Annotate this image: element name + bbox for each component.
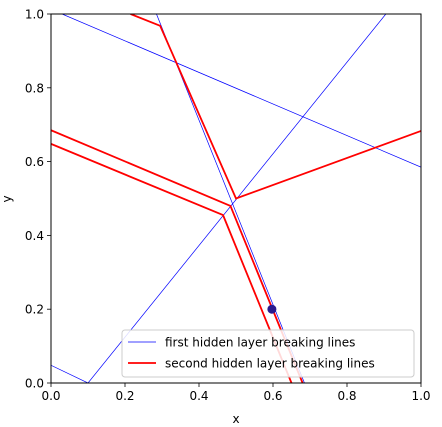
marker-point-0 bbox=[267, 304, 277, 314]
series-0-line-0 bbox=[61, 14, 421, 168]
x-tick-label: 0.4 bbox=[189, 389, 208, 403]
axes-frame bbox=[50, 13, 422, 384]
legend: first hidden layer breaking lines second… bbox=[121, 329, 415, 378]
x-tick-label: 0.0 bbox=[41, 389, 60, 403]
series-0-line-3 bbox=[51, 364, 89, 383]
plot-area bbox=[50, 13, 422, 384]
x-tick-label: 0.2 bbox=[115, 389, 134, 403]
x-axis-ticks: 0.0 0.2 0.4 0.6 0.8 1.0 bbox=[41, 383, 431, 403]
series-1-line-2 bbox=[51, 143, 293, 383]
y-tick-label: 0.0 bbox=[25, 377, 44, 391]
series-layer bbox=[51, 14, 421, 383]
y-axis-ticks: 0.0 0.2 0.4 0.6 0.8 1.0 bbox=[25, 8, 51, 391]
x-axis-label: x bbox=[232, 412, 239, 426]
legend-label-first-layer: first hidden layer breaking lines bbox=[165, 336, 355, 350]
y-tick-label: 1.0 bbox=[25, 8, 44, 22]
legend-box bbox=[121, 329, 415, 378]
x-tick-label: 0.8 bbox=[337, 389, 356, 403]
legend-label-second-layer: second hidden layer breaking lines bbox=[165, 357, 375, 371]
y-tick-label: 0.8 bbox=[25, 81, 44, 95]
y-axis-label: y bbox=[0, 195, 14, 202]
points-layer bbox=[267, 304, 277, 314]
series-1-line-0 bbox=[130, 14, 421, 200]
y-tick-label: 0.4 bbox=[25, 229, 44, 243]
x-tick-label: 0.6 bbox=[263, 389, 282, 403]
y-tick-label: 0.6 bbox=[25, 155, 44, 169]
series-1-line-1 bbox=[51, 129, 304, 383]
x-tick-label: 1.0 bbox=[411, 389, 430, 403]
y-tick-label: 0.2 bbox=[25, 303, 44, 317]
